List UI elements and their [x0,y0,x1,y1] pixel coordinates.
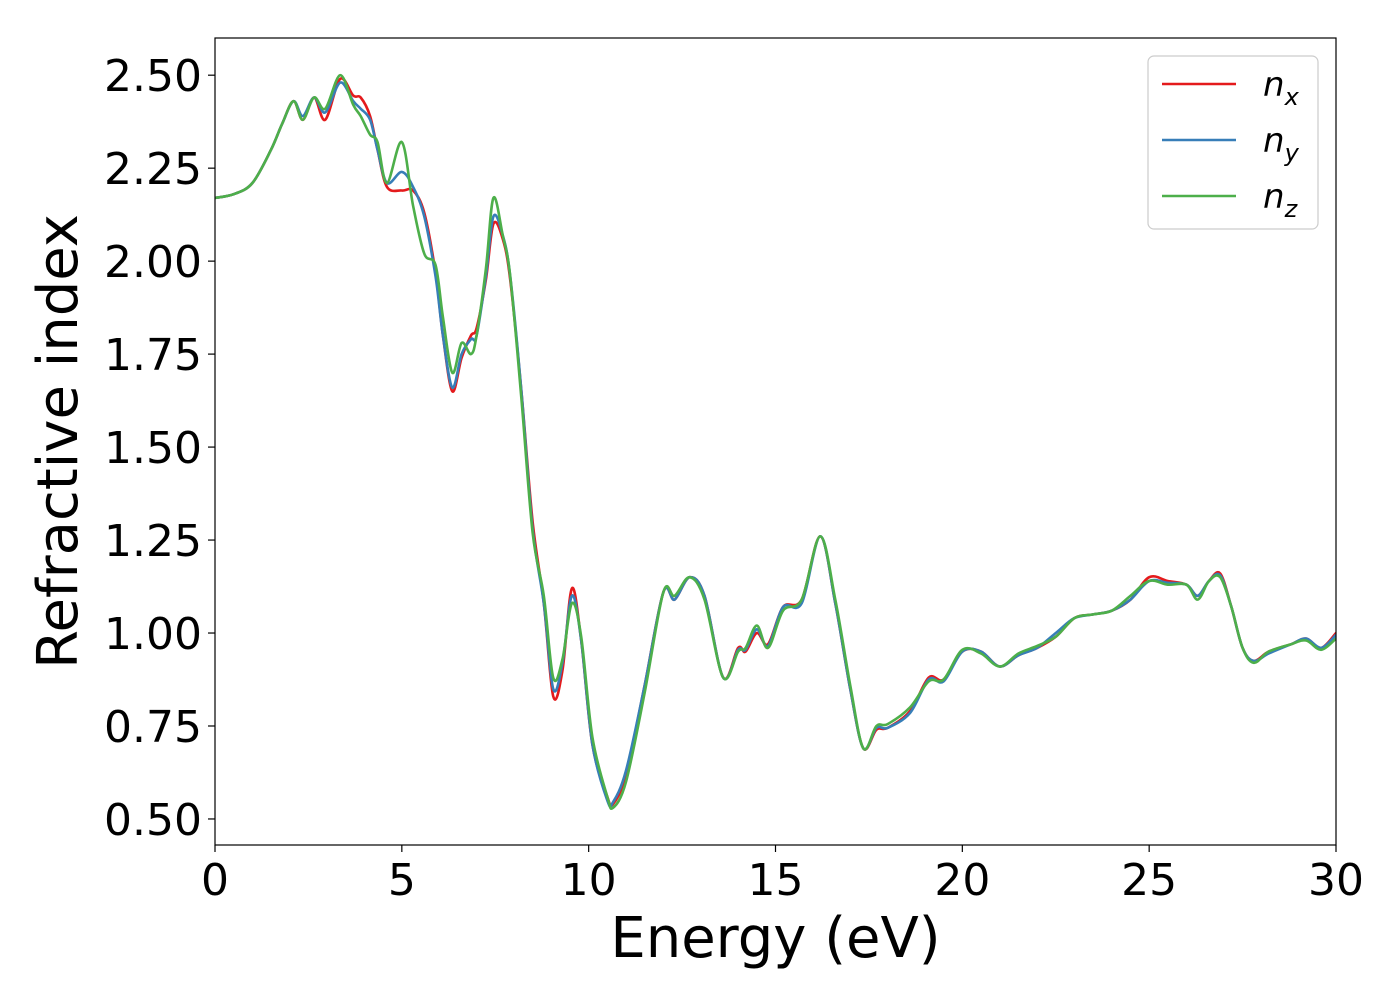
y-tick-label: 0.75 [104,702,202,753]
y-tick-label: 1.50 [104,423,202,474]
x-tick-label: 20 [934,855,990,906]
x-tick-label: 25 [1121,855,1177,906]
series-line-nz [215,73,1336,811]
legend-label-nz: nz [1263,177,1299,223]
legend-box [1147,55,1319,230]
y-axis-title: Refractive index [26,214,91,669]
y-tick-label: 0.50 [104,795,202,846]
y-tick-label: 1.00 [104,609,202,660]
x-tick-label: 10 [561,855,617,906]
y-axis-ticks: 0.50 0.75 1.00 1.25 1.50 1.75 2.00 2.25 2.50 [104,51,215,846]
x-tick-label: 5 [388,855,416,906]
y-tick-label: 2.00 [104,237,202,288]
x-tick-label: 0 [201,855,229,906]
x-axis-ticks: 0 5 10 15 20 25 30 [201,845,1364,906]
y-tick-label: 1.25 [104,516,202,567]
legend-label-ny: ny [1263,121,1300,167]
plot-lines [215,73,1336,811]
x-axis-title: Energy (eV) [610,906,940,971]
x-tick-label: 30 [1308,855,1364,906]
y-tick-label: 2.50 [104,51,202,102]
x-tick-label: 15 [748,855,804,906]
legend-label-nx: nx [1263,65,1300,111]
legend: nx ny nz [1147,55,1319,230]
series-line-ny [215,81,1336,809]
y-tick-label: 1.75 [104,330,202,381]
y-tick-label: 2.25 [104,144,202,195]
